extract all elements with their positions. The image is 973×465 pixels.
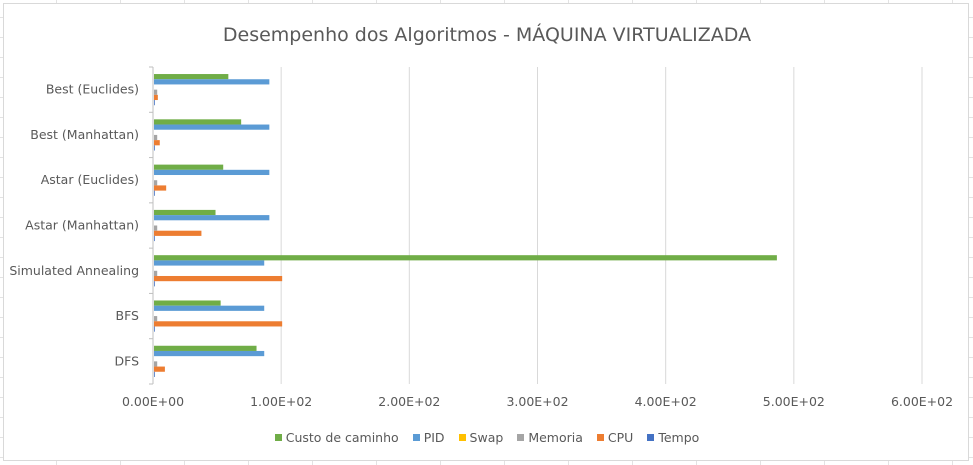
x-tick-label: 3.00E+02	[506, 394, 568, 409]
x-tick-label: 0.00E+00	[122, 394, 184, 409]
bar[interactable]	[154, 134, 158, 141]
bar[interactable]	[154, 74, 229, 80]
bar[interactable]	[154, 275, 283, 282]
bar[interactable]	[154, 350, 265, 357]
x-tick-label: 2.00E+02	[378, 394, 440, 409]
legend-item[interactable]: Custo de caminho	[274, 430, 399, 445]
bar[interactable]	[154, 100, 155, 106]
legend-item[interactable]: PID	[412, 430, 445, 445]
bar[interactable]	[154, 225, 158, 231]
legend: Custo de caminho PID Swap Memoria CPU Tempo	[4, 430, 970, 445]
bar[interactable]	[154, 260, 265, 266]
x-tick-label: 4.00E+02	[635, 394, 697, 409]
bar[interactable]	[154, 185, 167, 191]
bar[interactable]	[154, 209, 216, 216]
legend-item[interactable]: Memoria	[517, 430, 583, 445]
bar[interactable]	[154, 255, 777, 261]
bar[interactable]	[154, 270, 158, 276]
bar[interactable]	[154, 89, 158, 95]
bar[interactable]	[154, 190, 155, 196]
legend-swatch	[647, 434, 655, 441]
bar[interactable]	[154, 235, 155, 242]
bar[interactable]	[154, 361, 158, 367]
bar[interactable]	[154, 124, 270, 130]
category-label: Best (Euclides)	[46, 82, 139, 97]
bar[interactable]	[154, 169, 270, 176]
bar[interactable]	[154, 281, 155, 287]
bar[interactable]	[154, 230, 202, 236]
bar[interactable]	[154, 371, 155, 377]
bar[interactable]	[154, 345, 257, 351]
x-tick-label: 6.00E+02	[891, 394, 953, 409]
legend-item[interactable]: Tempo	[647, 430, 699, 445]
chart-area[interactable]: Desempenho dos Algoritmos - MÁQUINA VIRT…	[3, 3, 969, 461]
x-tick-label: 5.00E+02	[763, 394, 825, 409]
category-label: Astar (Euclides)	[41, 172, 139, 187]
legend-label: CPU	[607, 430, 634, 445]
bar[interactable]	[154, 79, 270, 85]
legend-item[interactable]: Swap	[458, 430, 504, 445]
legend-item[interactable]: CPU	[596, 430, 634, 445]
category-label: Simulated Annealing	[9, 263, 139, 278]
legend-swatch	[274, 434, 282, 441]
bar[interactable]	[154, 119, 242, 125]
bar[interactable]	[154, 366, 165, 372]
category-label: DFS	[114, 353, 139, 368]
legend-label: Custo de caminho	[285, 430, 399, 445]
legend-swatch	[596, 434, 604, 441]
bar[interactable]	[154, 316, 158, 322]
category-label: Astar (Manhattan)	[25, 218, 139, 233]
bar[interactable]	[154, 215, 270, 221]
legend-label: PID	[423, 430, 445, 445]
bar[interactable]	[154, 164, 224, 170]
x-tick-label: 1.00E+02	[250, 394, 312, 409]
bar[interactable]	[154, 140, 160, 146]
legend-label: Tempo	[658, 430, 700, 445]
legend-label: Swap	[469, 430, 504, 445]
legend-label: Memoria	[528, 430, 583, 445]
legend-swatch	[458, 434, 466, 441]
legend-swatch	[412, 434, 420, 441]
bar[interactable]	[154, 321, 283, 327]
bar[interactable]	[154, 94, 158, 101]
bar[interactable]	[154, 145, 155, 151]
chart-title: Desempenho dos Algoritmos - MÁQUINA VIRT…	[222, 24, 752, 46]
category-label: Best (Manhattan)	[30, 127, 139, 142]
category-label: BFS	[116, 308, 140, 323]
legend-swatch	[517, 434, 525, 441]
bar[interactable]	[154, 180, 158, 186]
bar[interactable]	[154, 305, 265, 311]
bar[interactable]	[154, 326, 155, 332]
plot-area: 0.00E+00 1.00E+02 2.00E+02 3.00E+02 4.00E+02…	[9, 66, 953, 409]
bar[interactable]	[154, 300, 221, 306]
